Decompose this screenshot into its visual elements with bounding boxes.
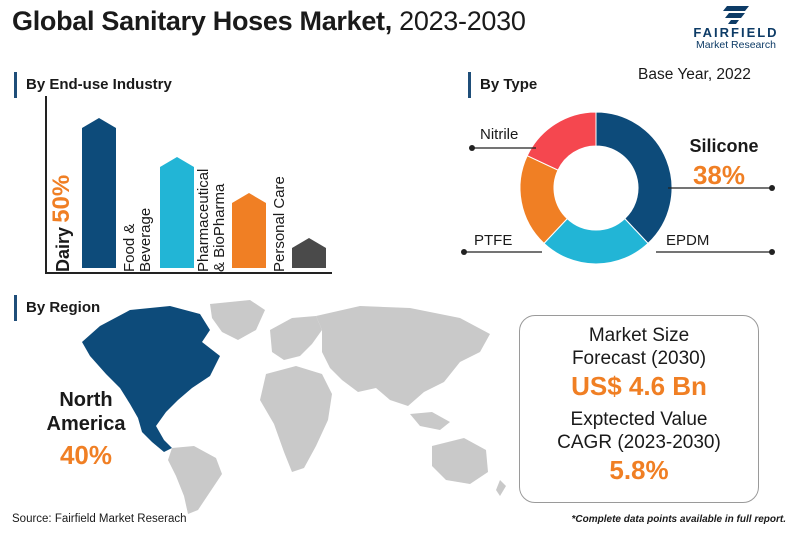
slice-silicone: [595, 111, 673, 245]
region-name-line1: North: [59, 389, 113, 411]
pie-label-silicone-pct: 38%: [692, 160, 746, 190]
map-greenland: [210, 300, 265, 340]
pie-label-nitrile: Nitrile: [480, 126, 519, 143]
map-asia: [316, 306, 490, 406]
logo-name: FAIRFIELD: [693, 25, 779, 40]
food-line2: Beverage: [137, 207, 154, 272]
map-indonesia: [410, 412, 450, 430]
map-mexico: [138, 418, 172, 452]
logo-sub: Market Research: [696, 39, 776, 51]
pie-label-silicone: Silicone: [689, 136, 759, 156]
end-use-bar-chart: Dairy 50% Food & Beverage Pharmaceutical…: [44, 96, 334, 276]
type-donut-chart: [460, 96, 780, 286]
region-name-line2: America: [46, 413, 126, 435]
pharma-line2: & BioPharma: [211, 183, 228, 272]
bar-dairy: [82, 118, 116, 268]
bar-label-dairy: Dairy 50%: [48, 175, 75, 272]
map-europe: [270, 316, 322, 360]
map-australia: [432, 438, 488, 484]
donut-svg: [461, 111, 775, 265]
bar-pharma: [232, 193, 266, 268]
bar-label-food: Food & Beverage: [121, 207, 154, 272]
map-south-america: [168, 446, 222, 514]
world-map: [82, 300, 506, 514]
map-new-zealand: [496, 480, 506, 496]
dot-silicone: [769, 185, 775, 191]
fairfield-logo: FAIRFIELD Market Research: [686, 6, 786, 51]
personal-line1: Personal Care: [271, 176, 288, 272]
bar-chart-axis: [45, 96, 332, 274]
market-size-label-2: Forecast (2030): [571, 348, 707, 369]
dairy-pct: 50%: [48, 174, 75, 223]
title-main: Global Sanitary Hoses Market,: [12, 6, 392, 36]
page-title: Global Sanitary Hoses Market, 2023-2030: [12, 6, 526, 37]
region-pct: 40%: [59, 440, 113, 470]
cagr-label-2: CAGR (2023-2030): [557, 432, 721, 453]
bar-food-beverage: [160, 157, 194, 268]
section-region: By Region: [14, 295, 100, 321]
dairy-label: Dairy: [53, 226, 73, 272]
slice-nitrile: [526, 111, 597, 171]
stats-box: Market Size Forecast (2030) US$ 4.6 Bn E…: [519, 315, 759, 503]
dot-epdm: [769, 249, 775, 255]
bar-label-pharma: Pharmaceutical & BioPharma: [195, 168, 228, 272]
market-size-value: US$ 4.6 Bn: [571, 371, 707, 401]
market-size-label-1: Market Size: [588, 325, 690, 346]
section-end-use: By End-use Industry: [14, 72, 172, 98]
map-africa: [260, 366, 332, 472]
pie-label-epdm: EPDM: [666, 232, 710, 249]
bar-personal-care: [292, 238, 326, 268]
region-name: North America: [26, 388, 146, 436]
map-north-america: [82, 306, 220, 428]
source-text: Source: Fairfield Market Reserach: [12, 513, 187, 525]
food-line1: Food &: [121, 223, 138, 272]
bar-label-personal: Personal Care: [271, 176, 288, 272]
dot-ptfe: [461, 249, 467, 255]
base-year: Base Year, 2022: [638, 66, 751, 83]
dot-nitrile: [469, 145, 475, 151]
cagr-label-1: Exptected Value: [570, 409, 708, 430]
logo-mark-icon: [723, 6, 749, 24]
footnote: *Complete data points available in full …: [571, 514, 786, 525]
title-years: 2023-2030: [399, 6, 526, 36]
pie-label-ptfe: PTFE: [474, 232, 513, 249]
section-type: By Type: [468, 72, 537, 98]
pharma-line1: Pharmaceutical: [195, 168, 212, 272]
cagr-value: 5.8%: [609, 455, 669, 485]
